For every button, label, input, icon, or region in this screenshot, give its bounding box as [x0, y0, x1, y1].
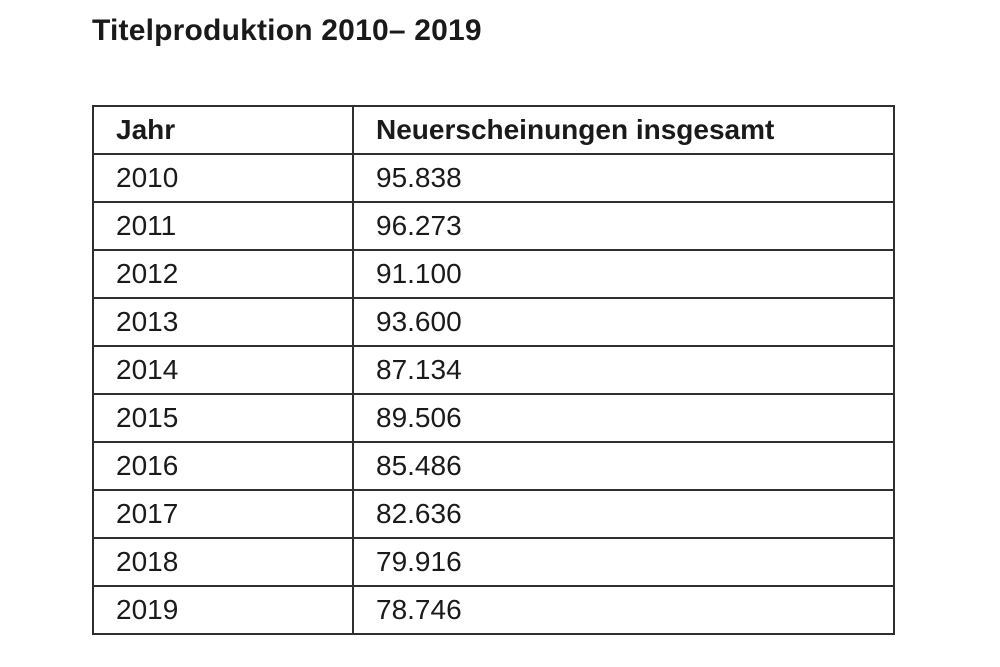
column-header-neuerscheinungen: Neuerscheinungen insgesamt [352, 105, 895, 155]
value-cell: 95.838 [352, 153, 895, 203]
column-header-jahr: Jahr [92, 105, 354, 155]
year-cell: 2018 [92, 537, 354, 587]
value-cell: 79.916 [352, 537, 895, 587]
table-header-row: Jahr Neuerscheinungen insgesamt [92, 105, 895, 155]
table-row: 2019 78.746 [92, 585, 895, 635]
year-cell: 2011 [92, 201, 354, 251]
value-cell: 93.600 [352, 297, 895, 347]
year-cell: 2012 [92, 249, 354, 299]
year-cell: 2015 [92, 393, 354, 443]
year-cell: 2010 [92, 153, 354, 203]
table-row: 2011 96.273 [92, 201, 895, 251]
table-body: 2010 95.838 2011 96.273 2012 91.100 2013 93.600… [92, 153, 895, 635]
value-cell: 96.273 [352, 201, 895, 251]
table-row: 2010 95.838 [92, 153, 895, 203]
value-cell: 91.100 [352, 249, 895, 299]
value-cell: 78.746 [352, 585, 895, 635]
table-row: 2016 85.486 [92, 441, 895, 491]
table-row: 2018 79.916 [92, 537, 895, 587]
year-cell: 2016 [92, 441, 354, 491]
year-cell: 2013 [92, 297, 354, 347]
table-row: 2014 87.134 [92, 345, 895, 395]
year-cell: 2014 [92, 345, 354, 395]
year-cell: 2017 [92, 489, 354, 539]
value-cell: 87.134 [352, 345, 895, 395]
table-row: 2015 89.506 [92, 393, 895, 443]
year-cell: 2019 [92, 585, 354, 635]
value-cell: 85.486 [352, 441, 895, 491]
table-row: 2013 93.600 [92, 297, 895, 347]
value-cell: 89.506 [352, 393, 895, 443]
value-cell: 82.636 [352, 489, 895, 539]
page-title: Titelproduktion 2010– 2019 [92, 14, 482, 47]
titelproduktion-table: Jahr Neuerscheinungen insgesamt 2010 95.8… [92, 105, 895, 635]
table-row: 2017 82.636 [92, 489, 895, 539]
table-row: 2012 91.100 [92, 249, 895, 299]
